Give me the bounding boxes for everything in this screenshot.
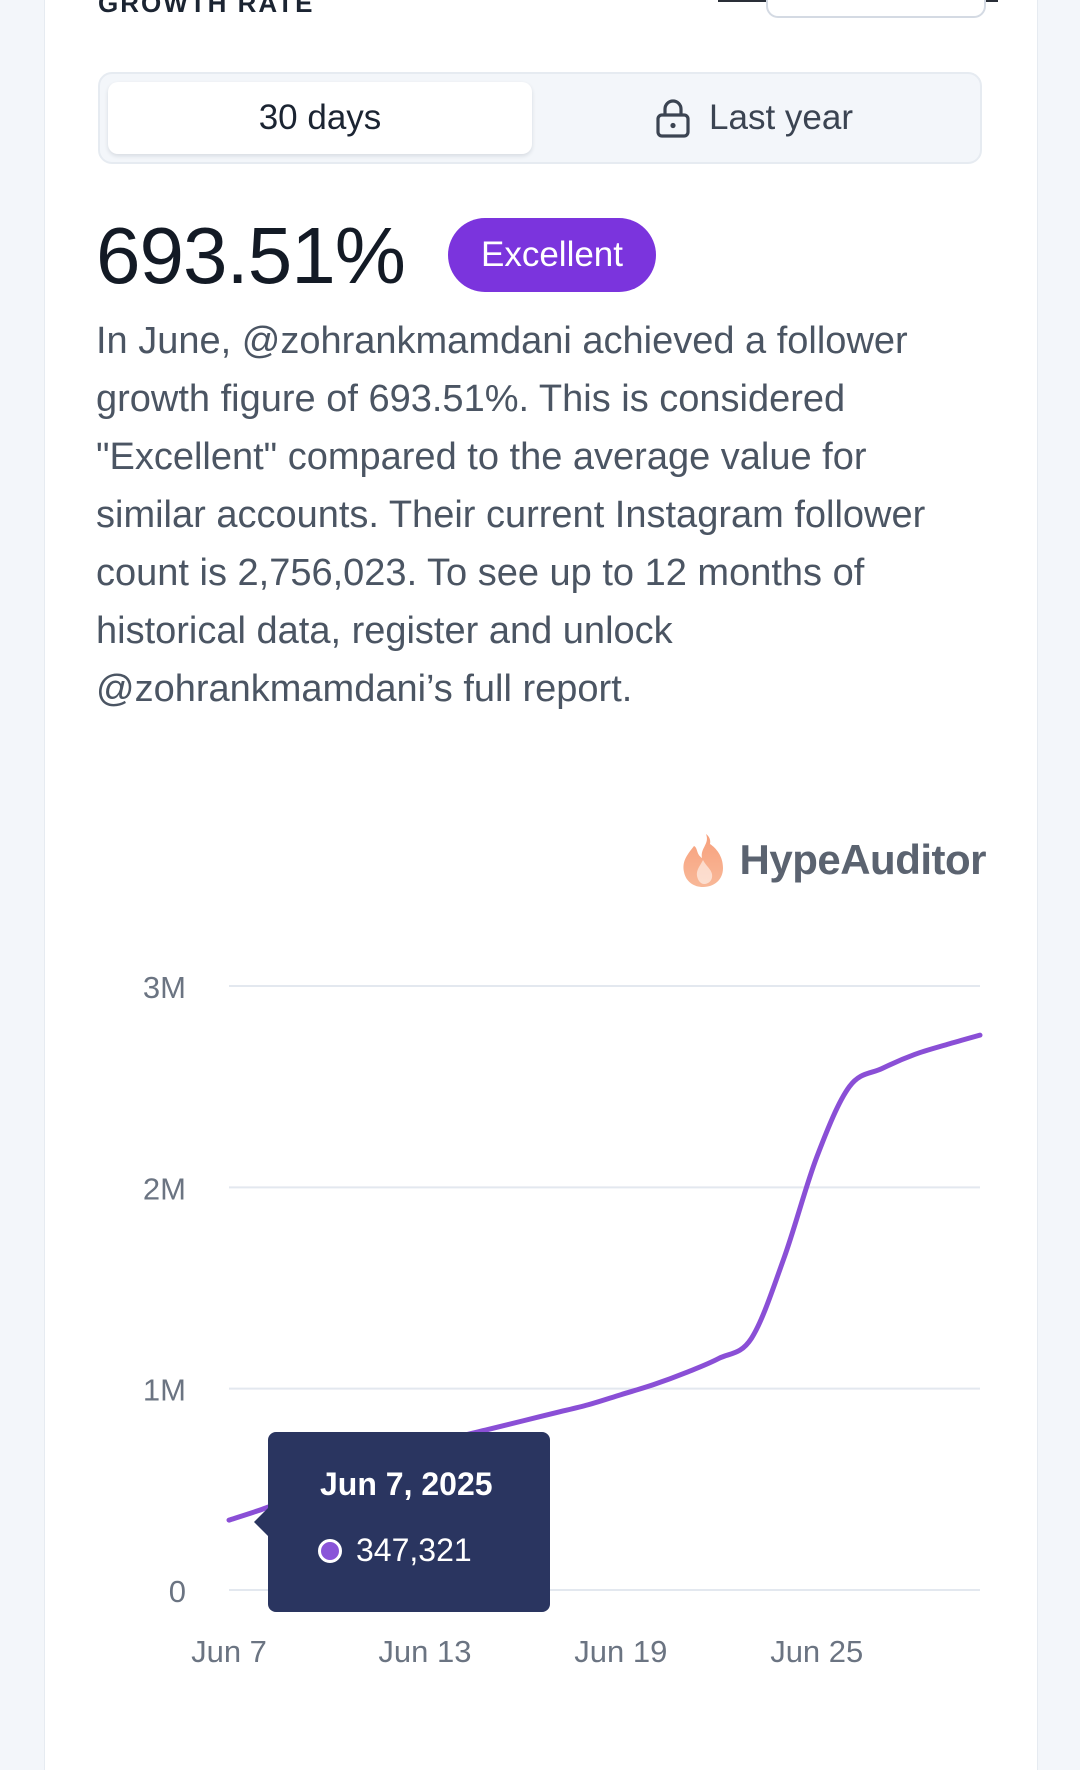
tooltip-value-row: 347,321: [318, 1532, 472, 1569]
range-selector: 30 days Last year: [98, 72, 982, 164]
section-title: GROWTH RATE: [98, 0, 315, 18]
series-dot-icon: [318, 1538, 342, 1563]
range-option-30-days[interactable]: 30 days: [108, 82, 532, 154]
range-option-label: 30 days: [258, 98, 382, 137]
growth-description: In June, @zohrankmamdani achieved a foll…: [96, 320, 926, 710]
range-option-label: Last year: [709, 98, 853, 137]
brand-logo: HypeAuditor: [660, 830, 986, 890]
growth-rate-value: 693.51%: [96, 211, 406, 300]
range-option-last-year[interactable]: Last year: [536, 82, 972, 154]
account-selector-dropdown[interactable]: [766, 0, 986, 18]
tooltip-value: 347,321: [356, 1532, 472, 1568]
lock-icon: [656, 99, 690, 138]
tooltip-date: Jun 7, 2025: [320, 1466, 493, 1502]
rating-badge: Excellent: [448, 218, 656, 292]
flame-icon: [682, 834, 723, 887]
brand-name: HypeAuditor: [739, 836, 987, 883]
chart-tooltip: Jun 7, 2025 347,321: [254, 1432, 550, 1612]
